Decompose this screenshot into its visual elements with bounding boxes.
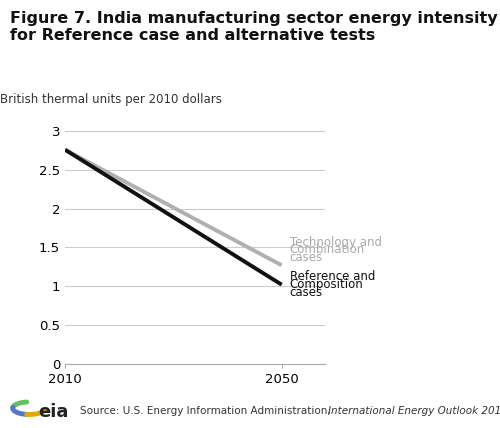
Text: Technology and: Technology and (290, 235, 382, 249)
Text: British thermal units per 2010 dollars: British thermal units per 2010 dollars (0, 92, 222, 106)
Text: Source: U.S. Energy Information Administration,: Source: U.S. Energy Information Administ… (80, 406, 334, 416)
Text: eia: eia (38, 403, 69, 421)
Text: for Reference case and alternative tests: for Reference case and alternative tests (10, 28, 375, 43)
Text: Reference and: Reference and (290, 270, 375, 283)
Text: Figure 7. India manufacturing sector energy intensity: Figure 7. India manufacturing sector ene… (10, 11, 498, 26)
Text: cases: cases (290, 286, 323, 299)
Text: cases: cases (290, 251, 323, 264)
Text: International Energy Outlook 2019: International Energy Outlook 2019 (328, 406, 500, 416)
Text: Composition: Composition (290, 278, 364, 291)
Text: Combination: Combination (290, 243, 365, 256)
